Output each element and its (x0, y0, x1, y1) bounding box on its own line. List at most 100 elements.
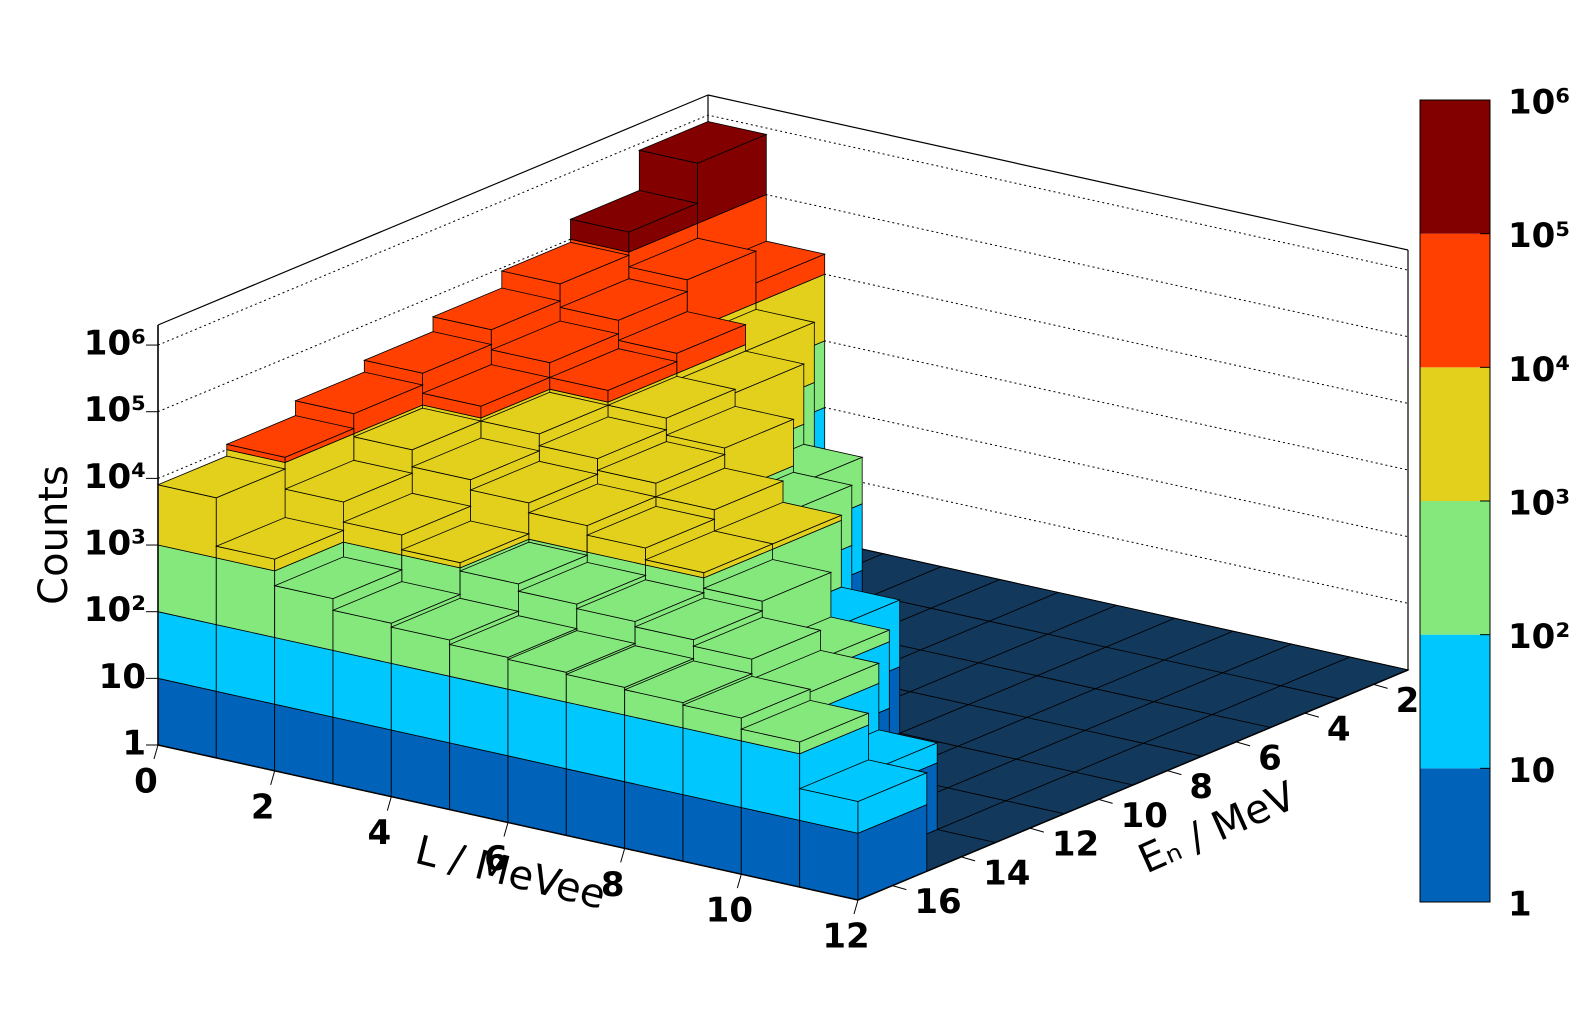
bar-top (448, 615, 579, 658)
bar-top (352, 407, 483, 451)
bar-side (274, 703, 334, 785)
y-tick-label: 6 (1258, 738, 1282, 778)
z-tick-label: 10 (99, 657, 146, 697)
bar-top (564, 645, 695, 688)
y-tick-label: 14 (983, 853, 1030, 893)
bar-top (623, 660, 754, 704)
bar-side (157, 544, 217, 626)
bar-top (410, 437, 541, 481)
bar-top (506, 630, 637, 673)
x-tick (386, 796, 392, 811)
colorbar-segment (1420, 501, 1490, 635)
z-tick-label: 10⁶ (84, 324, 146, 364)
x-tick (736, 874, 742, 889)
bar-top (362, 331, 493, 374)
bar-side (740, 807, 801, 888)
bar-side (507, 688, 567, 770)
x-tick-label: 10 (706, 891, 753, 931)
bar-side (157, 611, 217, 692)
y-tick-label: 12 (1052, 825, 1099, 865)
bar-top (692, 616, 822, 660)
bar-top (585, 505, 716, 549)
colorbar-segment (1420, 100, 1490, 234)
colorbar-tick-label: 10² (1508, 617, 1570, 657)
y-tick (892, 885, 907, 891)
box-edge (707, 94, 1409, 251)
x-tick-label: 2 (251, 787, 275, 827)
bar-top (537, 416, 668, 460)
y-tick (1029, 827, 1045, 833)
bar-side (449, 742, 509, 823)
y-tick (1373, 683, 1388, 689)
colorbar-tick-label: 10³ (1508, 484, 1570, 524)
bar-top (225, 415, 356, 458)
y-tick-label: 2 (1396, 681, 1420, 721)
bar-side (449, 675, 509, 757)
bar-side (682, 794, 742, 875)
x-tick (153, 744, 159, 760)
z-tick-label: 1 (122, 724, 146, 764)
colorbar-tick-label: 10⁶ (1508, 83, 1570, 123)
bar-top (644, 530, 774, 574)
box-edge (157, 94, 709, 326)
colorbar-segment (1420, 634, 1490, 769)
bar-top (596, 441, 727, 484)
bar-top (606, 375, 737, 419)
colorbar-segment (1420, 768, 1490, 902)
x-axis-title: L / MeVee (411, 827, 610, 919)
bar-top (214, 517, 345, 560)
bar-side (624, 781, 684, 862)
z-tick-label: 10³ (84, 524, 146, 564)
y-tick (1167, 770, 1182, 776)
bar-top (617, 311, 747, 354)
bar-top (637, 121, 768, 164)
bar-top (681, 675, 812, 719)
colorbar-tick-label: 10 (1508, 751, 1555, 791)
bar-top (654, 467, 785, 511)
y-tick-label: 8 (1189, 767, 1213, 807)
bar-side (390, 662, 451, 744)
bar-top (342, 492, 472, 536)
colorbar-segment (1420, 367, 1490, 501)
bar-top (627, 237, 758, 281)
bar-side (624, 714, 684, 796)
bar-top (558, 278, 689, 321)
x-tick-label: 12 (822, 917, 869, 957)
bar-side (740, 740, 801, 821)
z-axis-title: Counts (31, 465, 77, 605)
bar-side (507, 755, 567, 836)
bar-side (215, 624, 276, 705)
bar-side (215, 690, 276, 772)
x-tick-label: 6 (484, 839, 508, 879)
colorbar-tick-label: 1 (1508, 885, 1532, 925)
bar-top (702, 559, 833, 602)
colorbar-segment (1420, 233, 1490, 368)
bar-top (283, 459, 414, 503)
y-tick-label: 10 (1121, 796, 1168, 836)
y-tick-label: 16 (914, 882, 961, 922)
bar-top (431, 287, 562, 331)
x-tick (503, 822, 509, 837)
y-tick (1098, 798, 1113, 804)
z-tick-label: 10⁴ (84, 457, 146, 497)
x-tick (620, 848, 626, 863)
y-tick (960, 856, 976, 862)
bar-side (390, 729, 451, 811)
bar-top (739, 699, 870, 743)
bar-side (157, 677, 217, 759)
bar-side (332, 649, 392, 731)
y-axis (857, 669, 1409, 901)
colorbar-tick-label: 10⁴ (1508, 350, 1570, 390)
bar-top (500, 241, 631, 285)
bar-top (479, 391, 610, 435)
bar-top (389, 597, 520, 641)
bar-top (575, 579, 706, 622)
bar-top (489, 320, 620, 364)
x-tick (270, 770, 276, 785)
x-tick (853, 899, 859, 915)
y-tick (1304, 712, 1320, 718)
bar-top (458, 541, 589, 585)
bar-top (273, 556, 404, 600)
